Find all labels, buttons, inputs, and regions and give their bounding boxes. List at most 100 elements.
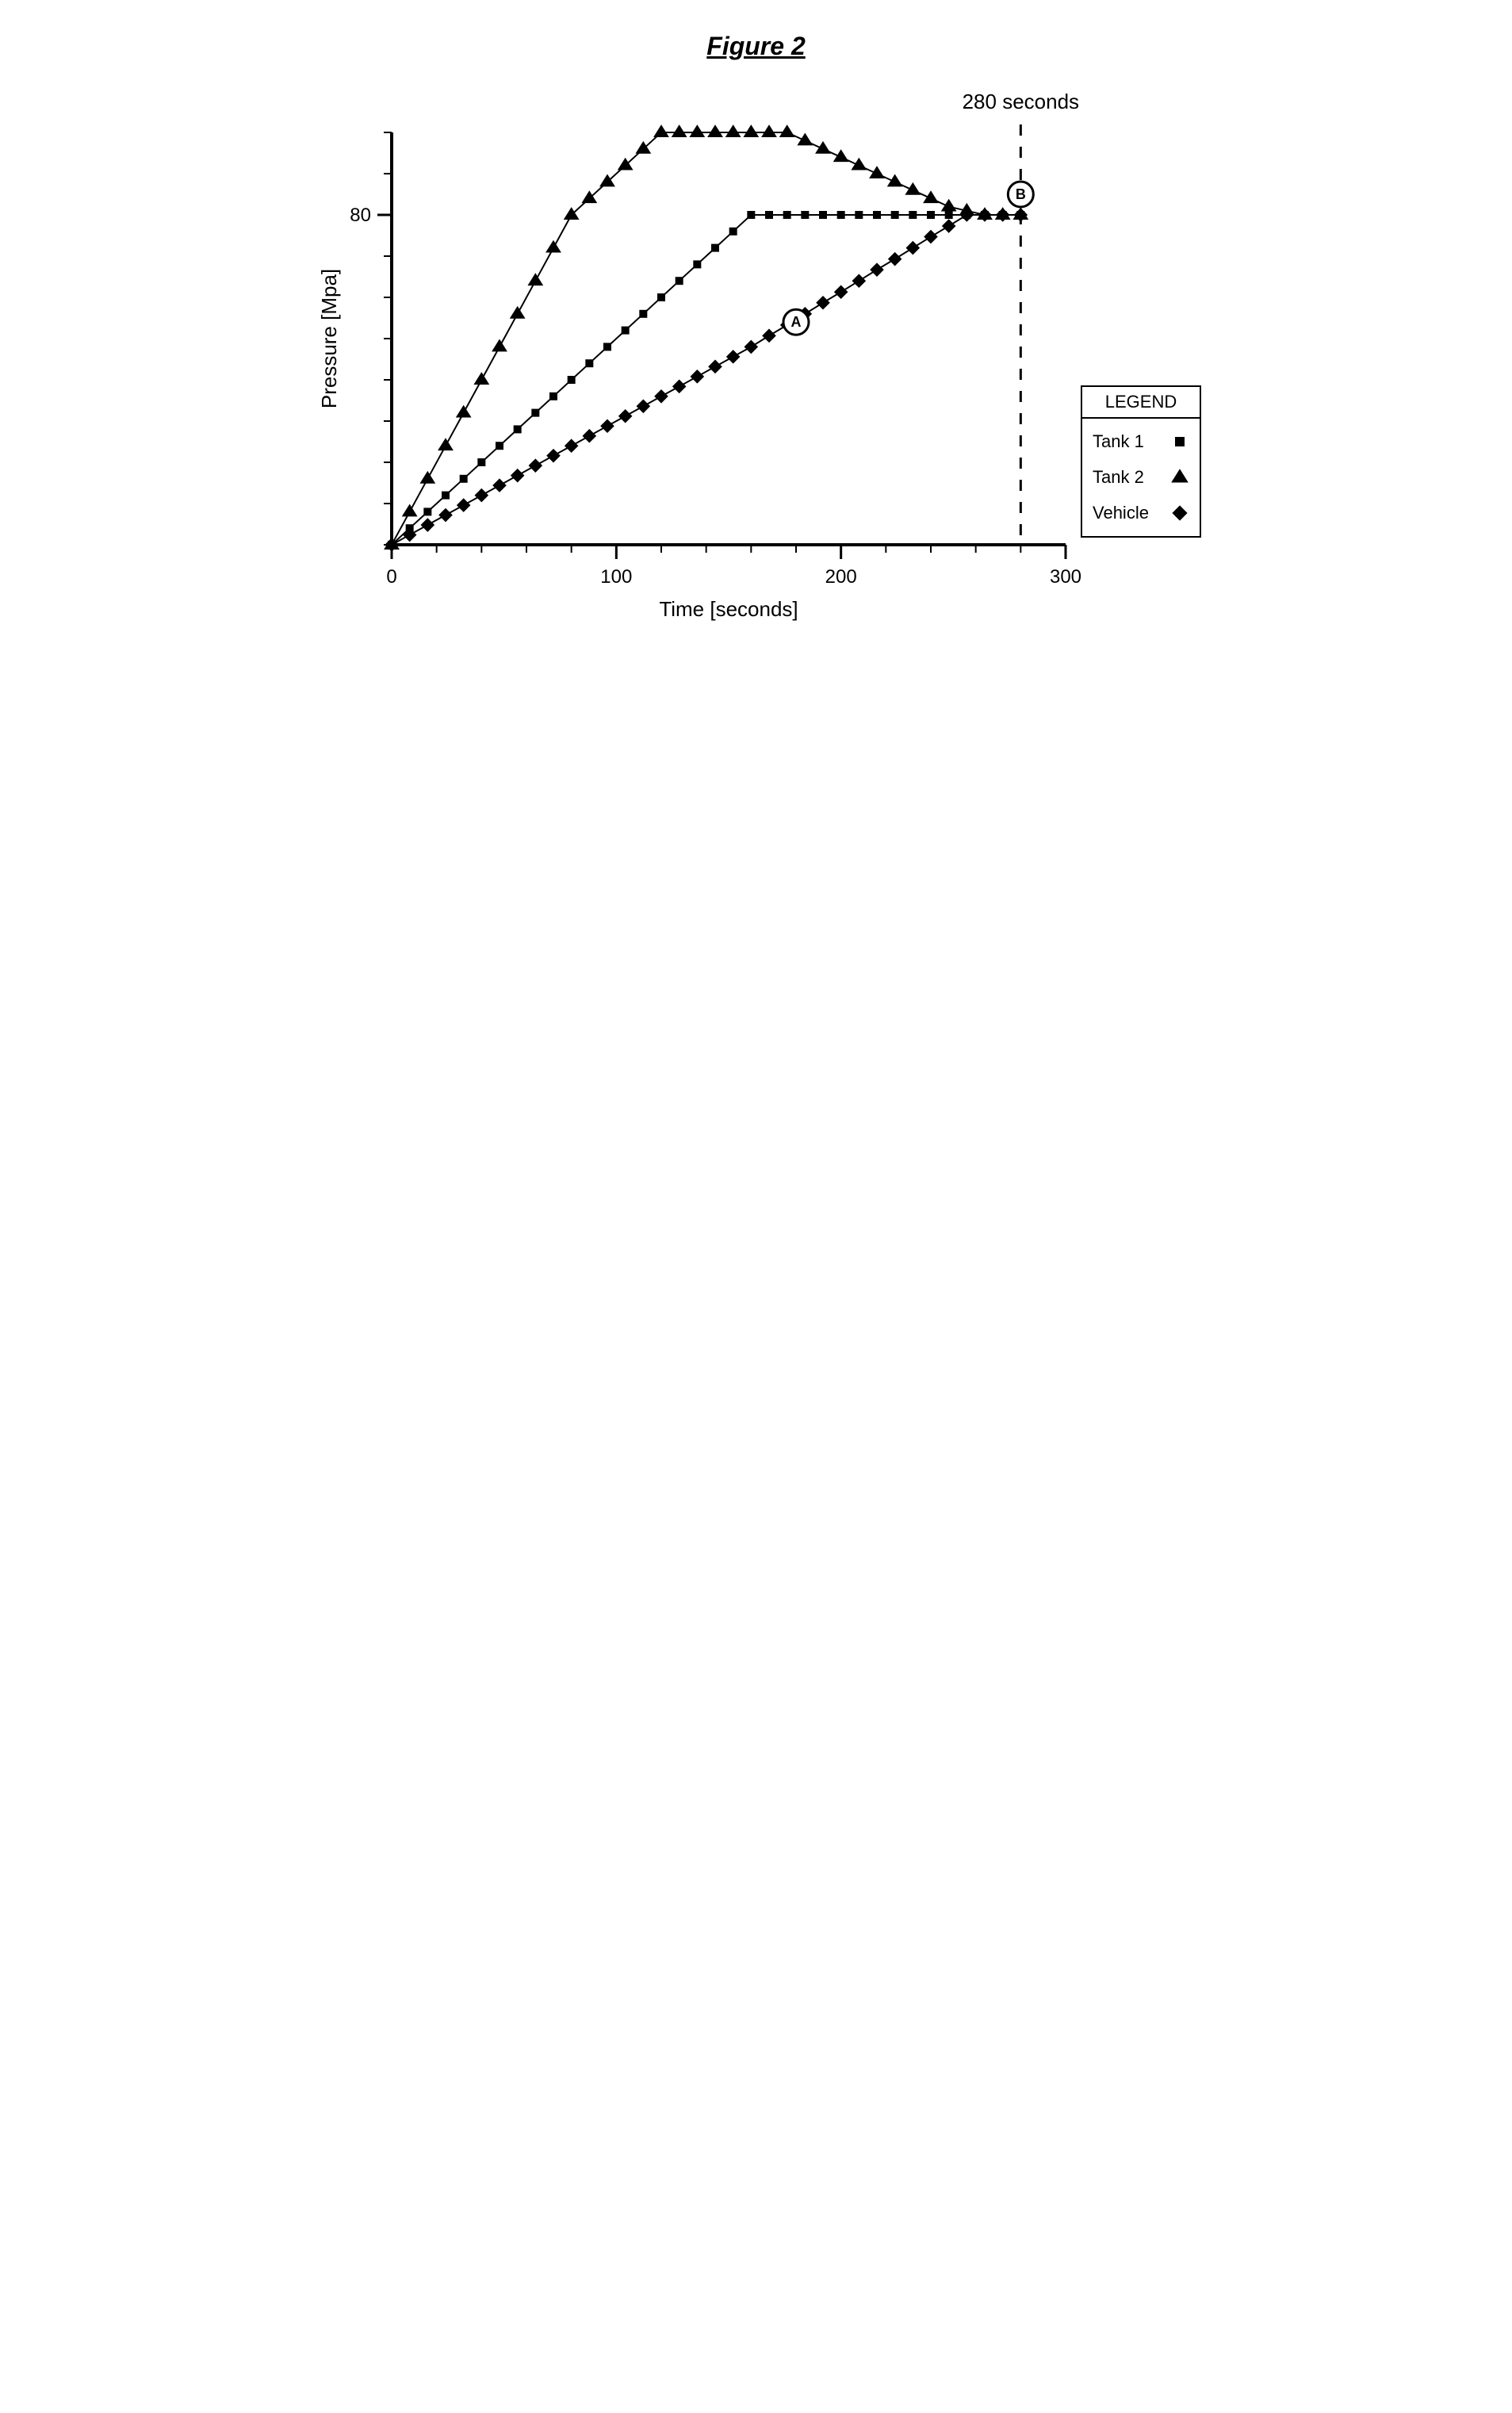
marker-square (836, 211, 844, 219)
marker-square (477, 458, 485, 466)
annotation-A: A (783, 309, 809, 335)
marker-diamond (852, 274, 866, 288)
marker-diamond (870, 262, 884, 277)
marker-diamond (618, 409, 632, 423)
marker-diamond (510, 469, 524, 483)
marker-square (1175, 437, 1185, 446)
marker-diamond (690, 370, 704, 384)
chart-svg: 280 seconds010020030080Time [seconds]Pre… (304, 85, 1208, 640)
marker-diamond (833, 285, 848, 299)
marker-square (819, 211, 827, 219)
marker-triangle (545, 240, 561, 253)
marker-triangle (923, 190, 939, 203)
marker-square (765, 211, 773, 219)
marker-triangle (707, 124, 723, 137)
marker-square (442, 492, 450, 500)
series-tank-2 (384, 124, 1028, 550)
marker-triangle (743, 124, 759, 137)
marker-diamond (546, 449, 561, 463)
marker-triangle (833, 149, 848, 162)
marker-triangle (905, 182, 921, 195)
figure-title: Figure 2 (304, 32, 1208, 61)
marker-diamond (816, 296, 830, 310)
marker-square (496, 442, 503, 450)
marker-triangle (419, 471, 435, 484)
marker-triangle (869, 166, 885, 178)
marker-square (909, 211, 917, 219)
marker-square (927, 211, 935, 219)
marker-square (890, 211, 898, 219)
x-tick-label: 200 (825, 566, 856, 588)
series-line (392, 132, 1020, 545)
marker-triangle (509, 306, 525, 319)
marker-diamond (420, 518, 434, 532)
marker-triangle (473, 372, 489, 385)
x-tick-label: 300 (1049, 566, 1081, 588)
marker-diamond (995, 208, 1009, 222)
marker-triangle (492, 339, 507, 352)
marker-square (855, 211, 863, 219)
marker-triangle (725, 124, 741, 137)
marker-square (693, 260, 701, 268)
legend: LEGENDTank 1Tank 2Vehicle (1081, 386, 1200, 537)
marker-triangle (797, 133, 813, 146)
marker-square (513, 425, 521, 433)
marker-square (675, 277, 683, 285)
marker-diamond (492, 478, 507, 492)
marker-diamond (924, 230, 938, 244)
marker-square (549, 393, 557, 400)
marker-triangle (527, 273, 543, 285)
marker-triangle (761, 124, 777, 137)
marker-diamond (905, 241, 920, 255)
marker-diamond (582, 429, 596, 443)
marker-diamond (402, 528, 416, 542)
y-tick-label: 80 (350, 205, 371, 226)
marker-triangle (438, 438, 454, 450)
marker-triangle (940, 199, 956, 212)
annotation-label: B (1015, 186, 1025, 202)
marker-square (729, 228, 737, 236)
marker-diamond (672, 380, 686, 394)
marker-triangle (653, 124, 669, 137)
marker-diamond (636, 399, 650, 413)
marker-diamond (762, 329, 776, 343)
annotation-B: B (1008, 182, 1033, 207)
marker-diamond (725, 350, 740, 364)
marker-square (944, 211, 952, 219)
marker-triangle (815, 141, 831, 154)
marker-square (585, 359, 593, 367)
annotation-label: A (790, 314, 801, 330)
marker-square (783, 211, 790, 219)
marker-square (423, 507, 431, 515)
marker-square (747, 211, 755, 219)
marker-diamond (941, 219, 955, 233)
marker-square (621, 327, 629, 335)
marker-square (459, 475, 467, 483)
marker-diamond (1013, 208, 1028, 222)
marker-square (603, 343, 611, 350)
marker-diamond (654, 389, 668, 404)
marker-square (801, 211, 809, 219)
marker-triangle (689, 124, 705, 137)
marker-square (531, 409, 539, 417)
marker-triangle (671, 124, 687, 137)
marker-triangle (851, 158, 867, 170)
marker-square (657, 293, 665, 301)
legend-item-label: Tank 1 (1093, 431, 1144, 451)
marker-triangle (886, 174, 902, 187)
marker-diamond (456, 498, 470, 512)
marker-square (711, 244, 719, 252)
marker-diamond (744, 340, 758, 354)
marker-diamond (528, 458, 542, 473)
legend-item-label: Vehicle (1093, 503, 1149, 523)
x-tick-label: 100 (600, 566, 632, 588)
legend-item-label: Tank 2 (1093, 467, 1144, 487)
marker-triangle (779, 124, 794, 137)
x-axis-label: Time [seconds] (659, 597, 798, 621)
marker-diamond (708, 360, 722, 374)
marker-diamond (474, 488, 488, 503)
marker-square (567, 376, 575, 384)
chart-area: 280 seconds010020030080Time [seconds]Pre… (304, 85, 1208, 640)
marker-diamond (978, 208, 992, 222)
marker-square (639, 310, 647, 318)
